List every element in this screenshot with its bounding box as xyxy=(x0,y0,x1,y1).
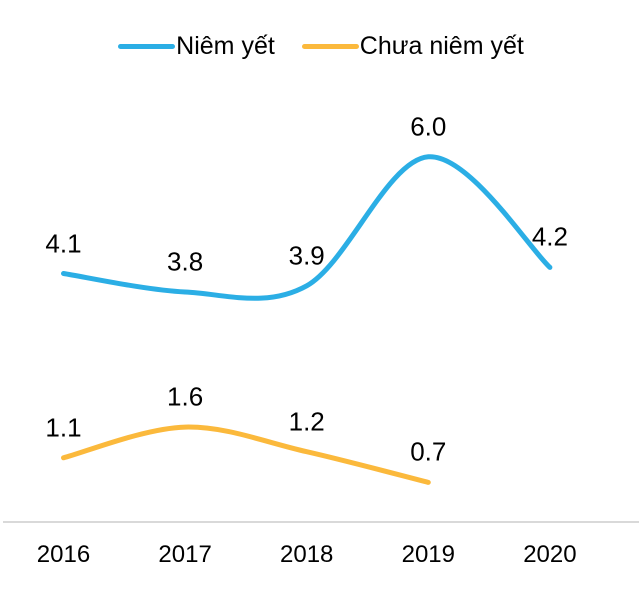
data-label: 1.1 xyxy=(45,412,82,443)
data-label: 4.1 xyxy=(45,228,82,259)
x-axis-label: 2016 xyxy=(36,541,91,568)
legend-swatch-icon xyxy=(118,43,176,49)
legend-label: Niêm yết xyxy=(176,31,275,60)
data-label: 1.6 xyxy=(167,381,204,412)
x-axis-label: 2019 xyxy=(401,541,455,568)
data-label: 3.8 xyxy=(167,246,204,277)
chart-legend: Niêm yết Chưa niêm yết xyxy=(0,32,642,60)
legend-item-chua-niem-yet: Chưa niêm yết xyxy=(301,31,524,61)
series-line xyxy=(61,154,553,301)
legend-item-niem-yet: Niêm yết xyxy=(118,32,275,61)
x-axis-line xyxy=(3,521,639,523)
legend-label: Chưa niêm yết xyxy=(359,31,524,60)
data-label: 6.0 xyxy=(410,111,447,142)
legend-swatch-icon xyxy=(301,43,359,49)
data-label: 4.2 xyxy=(531,221,568,252)
data-label: 3.9 xyxy=(288,240,325,271)
data-label: 0.7 xyxy=(410,436,447,467)
data-label: 1.2 xyxy=(288,406,325,437)
x-axis-label: 2017 xyxy=(158,541,212,568)
x-axis-label: 2018 xyxy=(279,541,334,568)
series-line xyxy=(61,424,431,485)
x-axis-label: 2020 xyxy=(523,541,577,568)
